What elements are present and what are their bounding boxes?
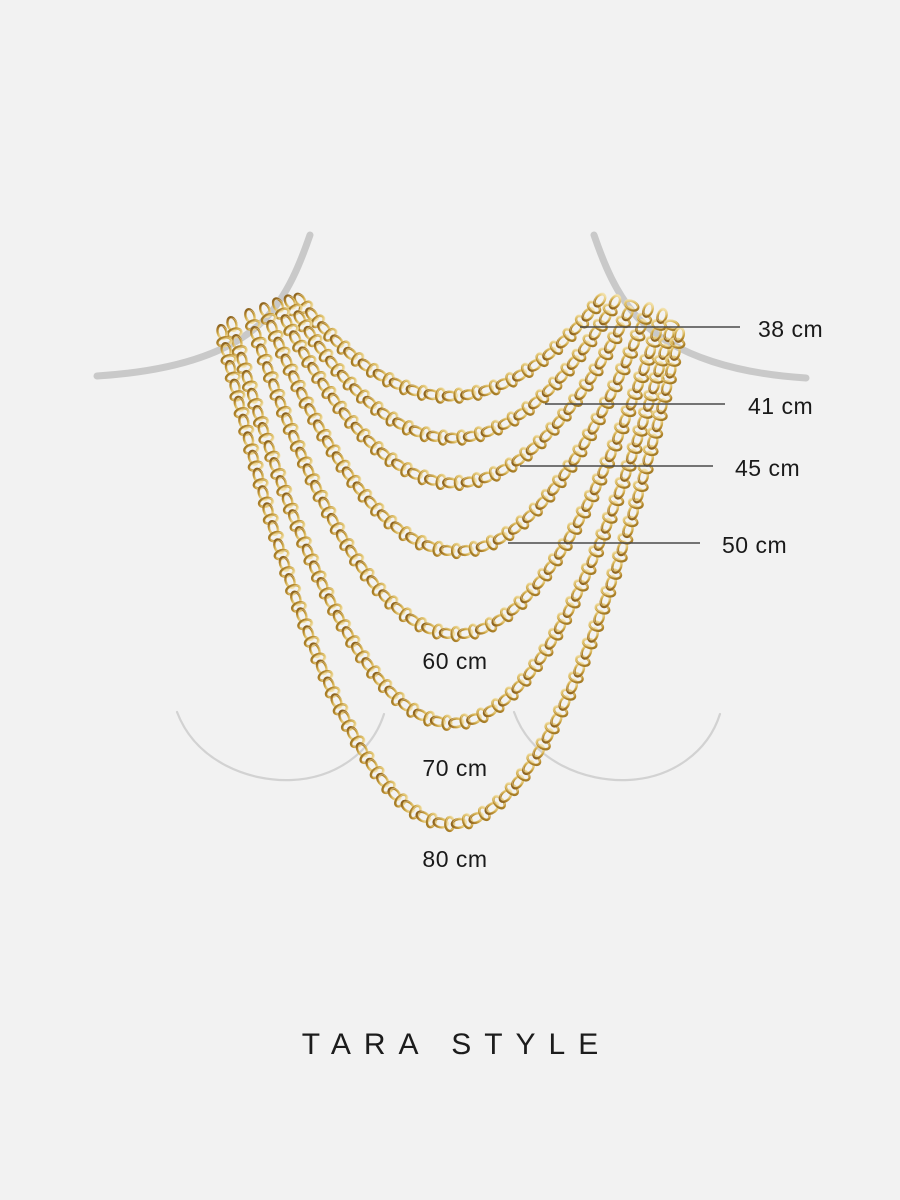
bust-right-arc xyxy=(512,710,722,782)
chain-41cm xyxy=(281,291,625,447)
measurement-leader-lines xyxy=(508,326,740,544)
body-silhouette xyxy=(93,231,810,782)
length-label-70cm: 70 cm xyxy=(422,755,488,781)
length-label-38cm: 38 cm xyxy=(758,316,824,342)
length-label-45cm: 45 cm xyxy=(735,455,801,481)
neck-left-outline xyxy=(93,231,314,380)
length-label-60cm: 60 cm xyxy=(422,648,488,674)
length-label-41cm: 41 cm xyxy=(748,393,814,419)
length-label-80cm: 80 cm xyxy=(422,846,488,872)
length-label-50cm: 50 cm xyxy=(722,532,788,558)
brand-wordmark: TARA STYLE xyxy=(301,1028,612,1061)
necklace-chains xyxy=(214,289,687,833)
